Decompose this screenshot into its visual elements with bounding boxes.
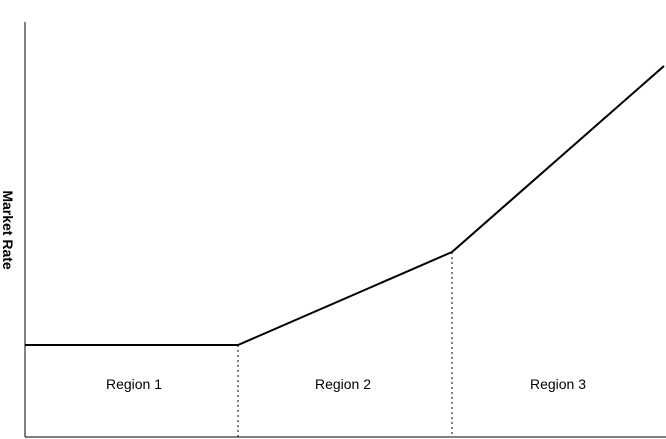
axis-label: Market Rate [0, 190, 16, 270]
region-label: Region 3 [530, 376, 586, 392]
region-label: Region 2 [315, 376, 371, 392]
rate-line [25, 65, 665, 346]
region-label: Region 1 [106, 376, 162, 392]
